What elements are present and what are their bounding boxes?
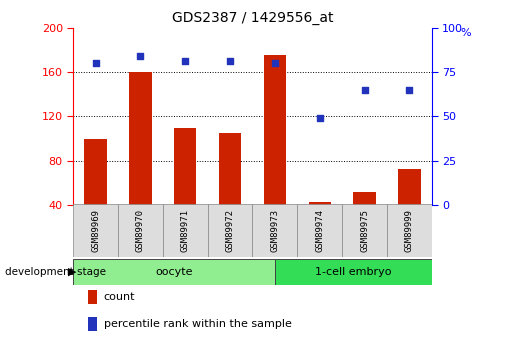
Bar xyxy=(219,133,241,205)
Point xyxy=(316,116,324,121)
Bar xyxy=(118,204,163,257)
Bar xyxy=(264,55,286,205)
Bar xyxy=(354,192,376,205)
Bar xyxy=(208,204,252,257)
Bar xyxy=(163,204,208,257)
Bar xyxy=(297,204,342,257)
Title: GDS2387 / 1429556_at: GDS2387 / 1429556_at xyxy=(172,11,333,25)
Bar xyxy=(73,204,118,257)
Point xyxy=(181,59,189,64)
Text: development stage: development stage xyxy=(5,267,106,276)
Text: count: count xyxy=(104,292,135,302)
Text: oocyte: oocyte xyxy=(156,267,193,277)
Bar xyxy=(309,202,331,205)
Text: GSM89970: GSM89970 xyxy=(136,209,145,252)
Bar xyxy=(84,139,107,205)
Bar xyxy=(129,72,152,205)
Text: GSM89974: GSM89974 xyxy=(315,209,324,252)
Text: 1-cell embryo: 1-cell embryo xyxy=(315,267,391,277)
Bar xyxy=(387,204,432,257)
Point xyxy=(91,60,99,66)
Text: GSM89975: GSM89975 xyxy=(360,209,369,252)
Bar xyxy=(73,259,275,285)
Text: GSM89999: GSM89999 xyxy=(405,209,414,252)
Text: %: % xyxy=(461,28,471,38)
Bar xyxy=(174,128,196,205)
Point xyxy=(136,53,144,59)
Point xyxy=(226,59,234,64)
Text: GSM89971: GSM89971 xyxy=(181,209,190,252)
Text: ▶: ▶ xyxy=(68,267,77,276)
Point xyxy=(406,87,414,92)
Text: GSM89972: GSM89972 xyxy=(226,209,235,252)
Bar xyxy=(398,169,421,205)
Text: GSM89969: GSM89969 xyxy=(91,209,100,252)
Point xyxy=(271,60,279,66)
Text: percentile rank within the sample: percentile rank within the sample xyxy=(104,319,291,329)
Bar xyxy=(342,204,387,257)
Text: GSM89973: GSM89973 xyxy=(270,209,279,252)
Point xyxy=(361,87,369,92)
Bar xyxy=(252,204,297,257)
Bar xyxy=(275,259,432,285)
